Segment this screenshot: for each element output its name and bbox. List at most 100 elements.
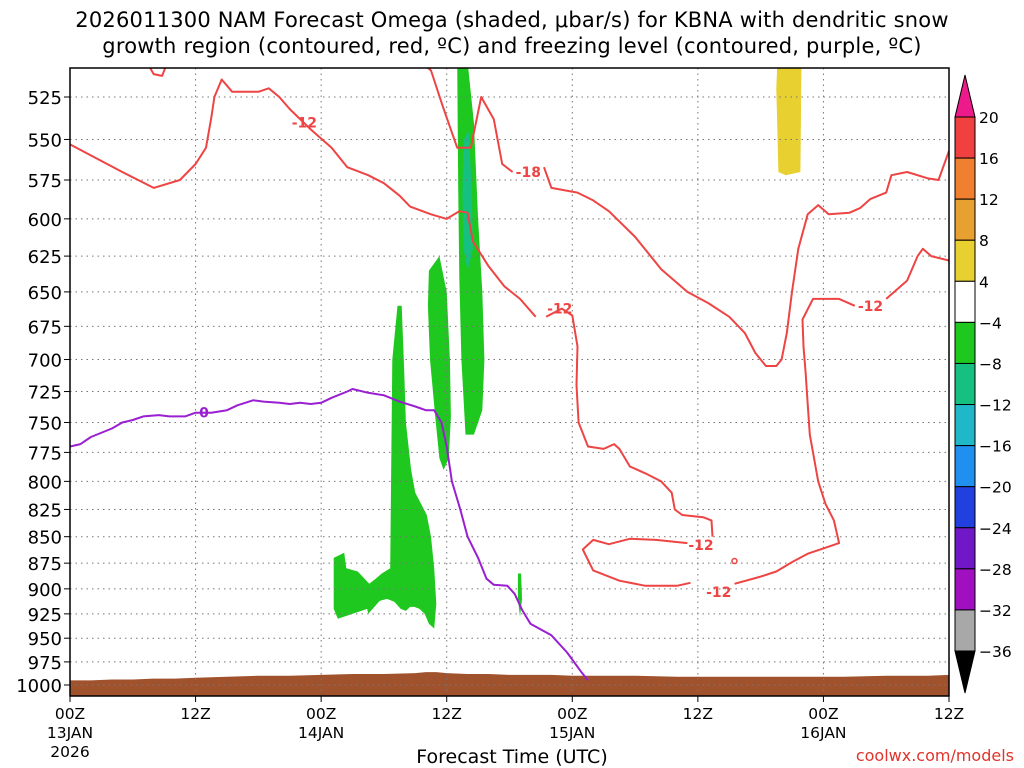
colorbar-label-13: −36 — [979, 643, 1012, 661]
plot-area-background — [70, 68, 949, 696]
colorbar-swatch-9 — [954, 486, 976, 529]
y-tick-label-975: 975 — [28, 653, 62, 674]
colorbar-label-12: −32 — [979, 602, 1012, 620]
colorbar-swatch-4 — [954, 280, 976, 323]
snow-contour-label-1: -12 — [547, 302, 572, 318]
y-tick-label-775: 775 — [28, 443, 62, 464]
colorbar-label-9: −20 — [979, 479, 1012, 497]
snow-contour-line-3 — [734, 297, 856, 585]
snow-contour-label-5: -18 — [516, 165, 541, 181]
colorbar-swatch-11 — [954, 568, 976, 611]
x-tick-label-12-0: 12Z — [180, 705, 210, 723]
colorbar-label-5: −4 — [979, 314, 1002, 332]
snow-contour-line-1 — [545, 307, 714, 537]
colorbar-swatch-2 — [954, 198, 976, 241]
colorbar-label-0: 20 — [979, 109, 999, 127]
y-tick-label-800: 800 — [28, 472, 62, 493]
colorbar-top-cap — [954, 74, 976, 118]
y-tick-label-700: 700 — [28, 351, 62, 372]
y-tick-label-650: 650 — [28, 283, 62, 304]
snow-contour-dot — [731, 557, 738, 565]
snow-contour-label-4: -12 — [858, 299, 883, 315]
chart-title-line2: growth region (contoured, red, ºC) and f… — [102, 34, 922, 58]
colorbar-label-7: −12 — [979, 397, 1012, 415]
colorbar: 20 16 12 8 4 −4 −8 −12 −16 −20 −24 −28 −32 −36 — [954, 74, 1012, 694]
x-tick-label-0-2: 2026 — [50, 743, 89, 761]
y-tick-label-950: 950 — [28, 629, 62, 650]
y-tick-label-875: 875 — [28, 554, 62, 575]
omega-region-2 — [462, 131, 473, 271]
omega-shading-layer — [333, 68, 802, 629]
colorbar-label-6: −8 — [979, 355, 1002, 373]
colorbar-label-2: 12 — [979, 191, 999, 209]
y-tick-label-600: 600 — [28, 210, 62, 231]
x-tick-label-36-0: 12Z — [432, 705, 462, 723]
colorbar-label-4: 4 — [979, 273, 989, 291]
snow-contour-line-5 — [426, 68, 514, 173]
x-tick-label-72-1: 16JAN — [800, 724, 846, 742]
colorbar-swatch-0 — [954, 116, 976, 159]
x-tick-label-0-0: 00Z — [55, 705, 85, 723]
omega-region-5 — [776, 68, 802, 176]
snow-contour-label-2: -12 — [688, 538, 713, 554]
y-tick-label-525: 525 — [28, 88, 62, 109]
y-tick-label-925: 925 — [28, 605, 62, 626]
colorbar-swatch-8 — [954, 445, 976, 488]
x-tick-label-48-1: 15JAN — [549, 724, 595, 742]
colorbar-swatch-3 — [954, 239, 976, 282]
x-axis-label: Forecast Time (UTC) — [416, 746, 608, 768]
y-tick-label-625: 625 — [28, 247, 62, 268]
y-tick-label-725: 725 — [28, 383, 62, 404]
chart-title: 2026011300 NAM Forecast Omega (shaded, μ… — [75, 8, 949, 32]
y-tick-label-825: 825 — [28, 500, 62, 521]
omega-region-3 — [333, 305, 437, 629]
freezing-level-contours: 0 — [70, 388, 589, 682]
x-tick-label-48-0: 00Z — [557, 705, 587, 723]
x-tick-label-0-1: 13JAN — [47, 724, 93, 742]
colorbar-swatch-7 — [954, 404, 976, 447]
plot-frame — [69, 67, 950, 697]
colorbar-swatch-6 — [954, 362, 976, 406]
snow-growth-contours: -12 -12 -12 -12 -12 -18 — [70, 68, 949, 601]
grid-layer — [70, 68, 949, 696]
x-tick-label-60-0: 12Z — [683, 705, 713, 723]
snow-contour-line-2 — [581, 537, 691, 587]
colorbar-label-3: 8 — [979, 232, 989, 250]
colorbar-bottom-cap — [954, 650, 976, 694]
freezing-contour-line-0 — [70, 388, 589, 682]
y-tick-label-575: 575 — [28, 171, 62, 192]
terrain-layer — [70, 672, 949, 696]
y-tick-label-550: 550 — [28, 130, 62, 151]
snow-contour-label-0: -12 — [292, 116, 317, 132]
snow-contour-line-0 — [70, 78, 537, 318]
y-tick-label-900: 900 — [28, 580, 62, 601]
y-tick-label-850: 850 — [28, 528, 62, 549]
credit-link[interactable]: coolwx.com/models — [855, 746, 1014, 765]
freezing-contour-label-0: 0 — [199, 406, 209, 422]
colorbar-swatch-10 — [954, 527, 976, 570]
colorbar-label-10: −24 — [979, 520, 1012, 538]
colorbar-swatch-1 — [954, 157, 976, 200]
snow-contour-label-3: -12 — [706, 585, 731, 601]
x-tick-label-24-1: 14JAN — [298, 724, 344, 742]
y-tick-label-675: 675 — [28, 317, 62, 338]
snow-contour-line-4 — [885, 247, 949, 300]
colorbar-swatch-12 — [954, 609, 976, 652]
snow-contour-line-7 — [148, 68, 167, 77]
x-tick-label-84-0: 12Z — [934, 705, 964, 723]
y-tick-label-750: 750 — [28, 413, 62, 434]
x-tick-label-24-0: 00Z — [306, 705, 336, 723]
colorbar-label-11: −28 — [979, 561, 1012, 579]
colorbar-swatch-5 — [954, 321, 976, 364]
colorbar-label-8: −16 — [979, 438, 1012, 456]
y-axis: 525 550 575 600 625 650 675 700 725 750 775 800 825 8… — [16, 88, 70, 697]
snow-contour-line-6 — [543, 149, 949, 367]
omega-region-1 — [427, 256, 451, 470]
x-tick-label-72-0: 00Z — [808, 705, 838, 723]
colorbar-label-1: 16 — [979, 150, 999, 168]
y-tick-label-1000: 1000 — [16, 676, 62, 697]
terrain-fill — [70, 672, 949, 696]
